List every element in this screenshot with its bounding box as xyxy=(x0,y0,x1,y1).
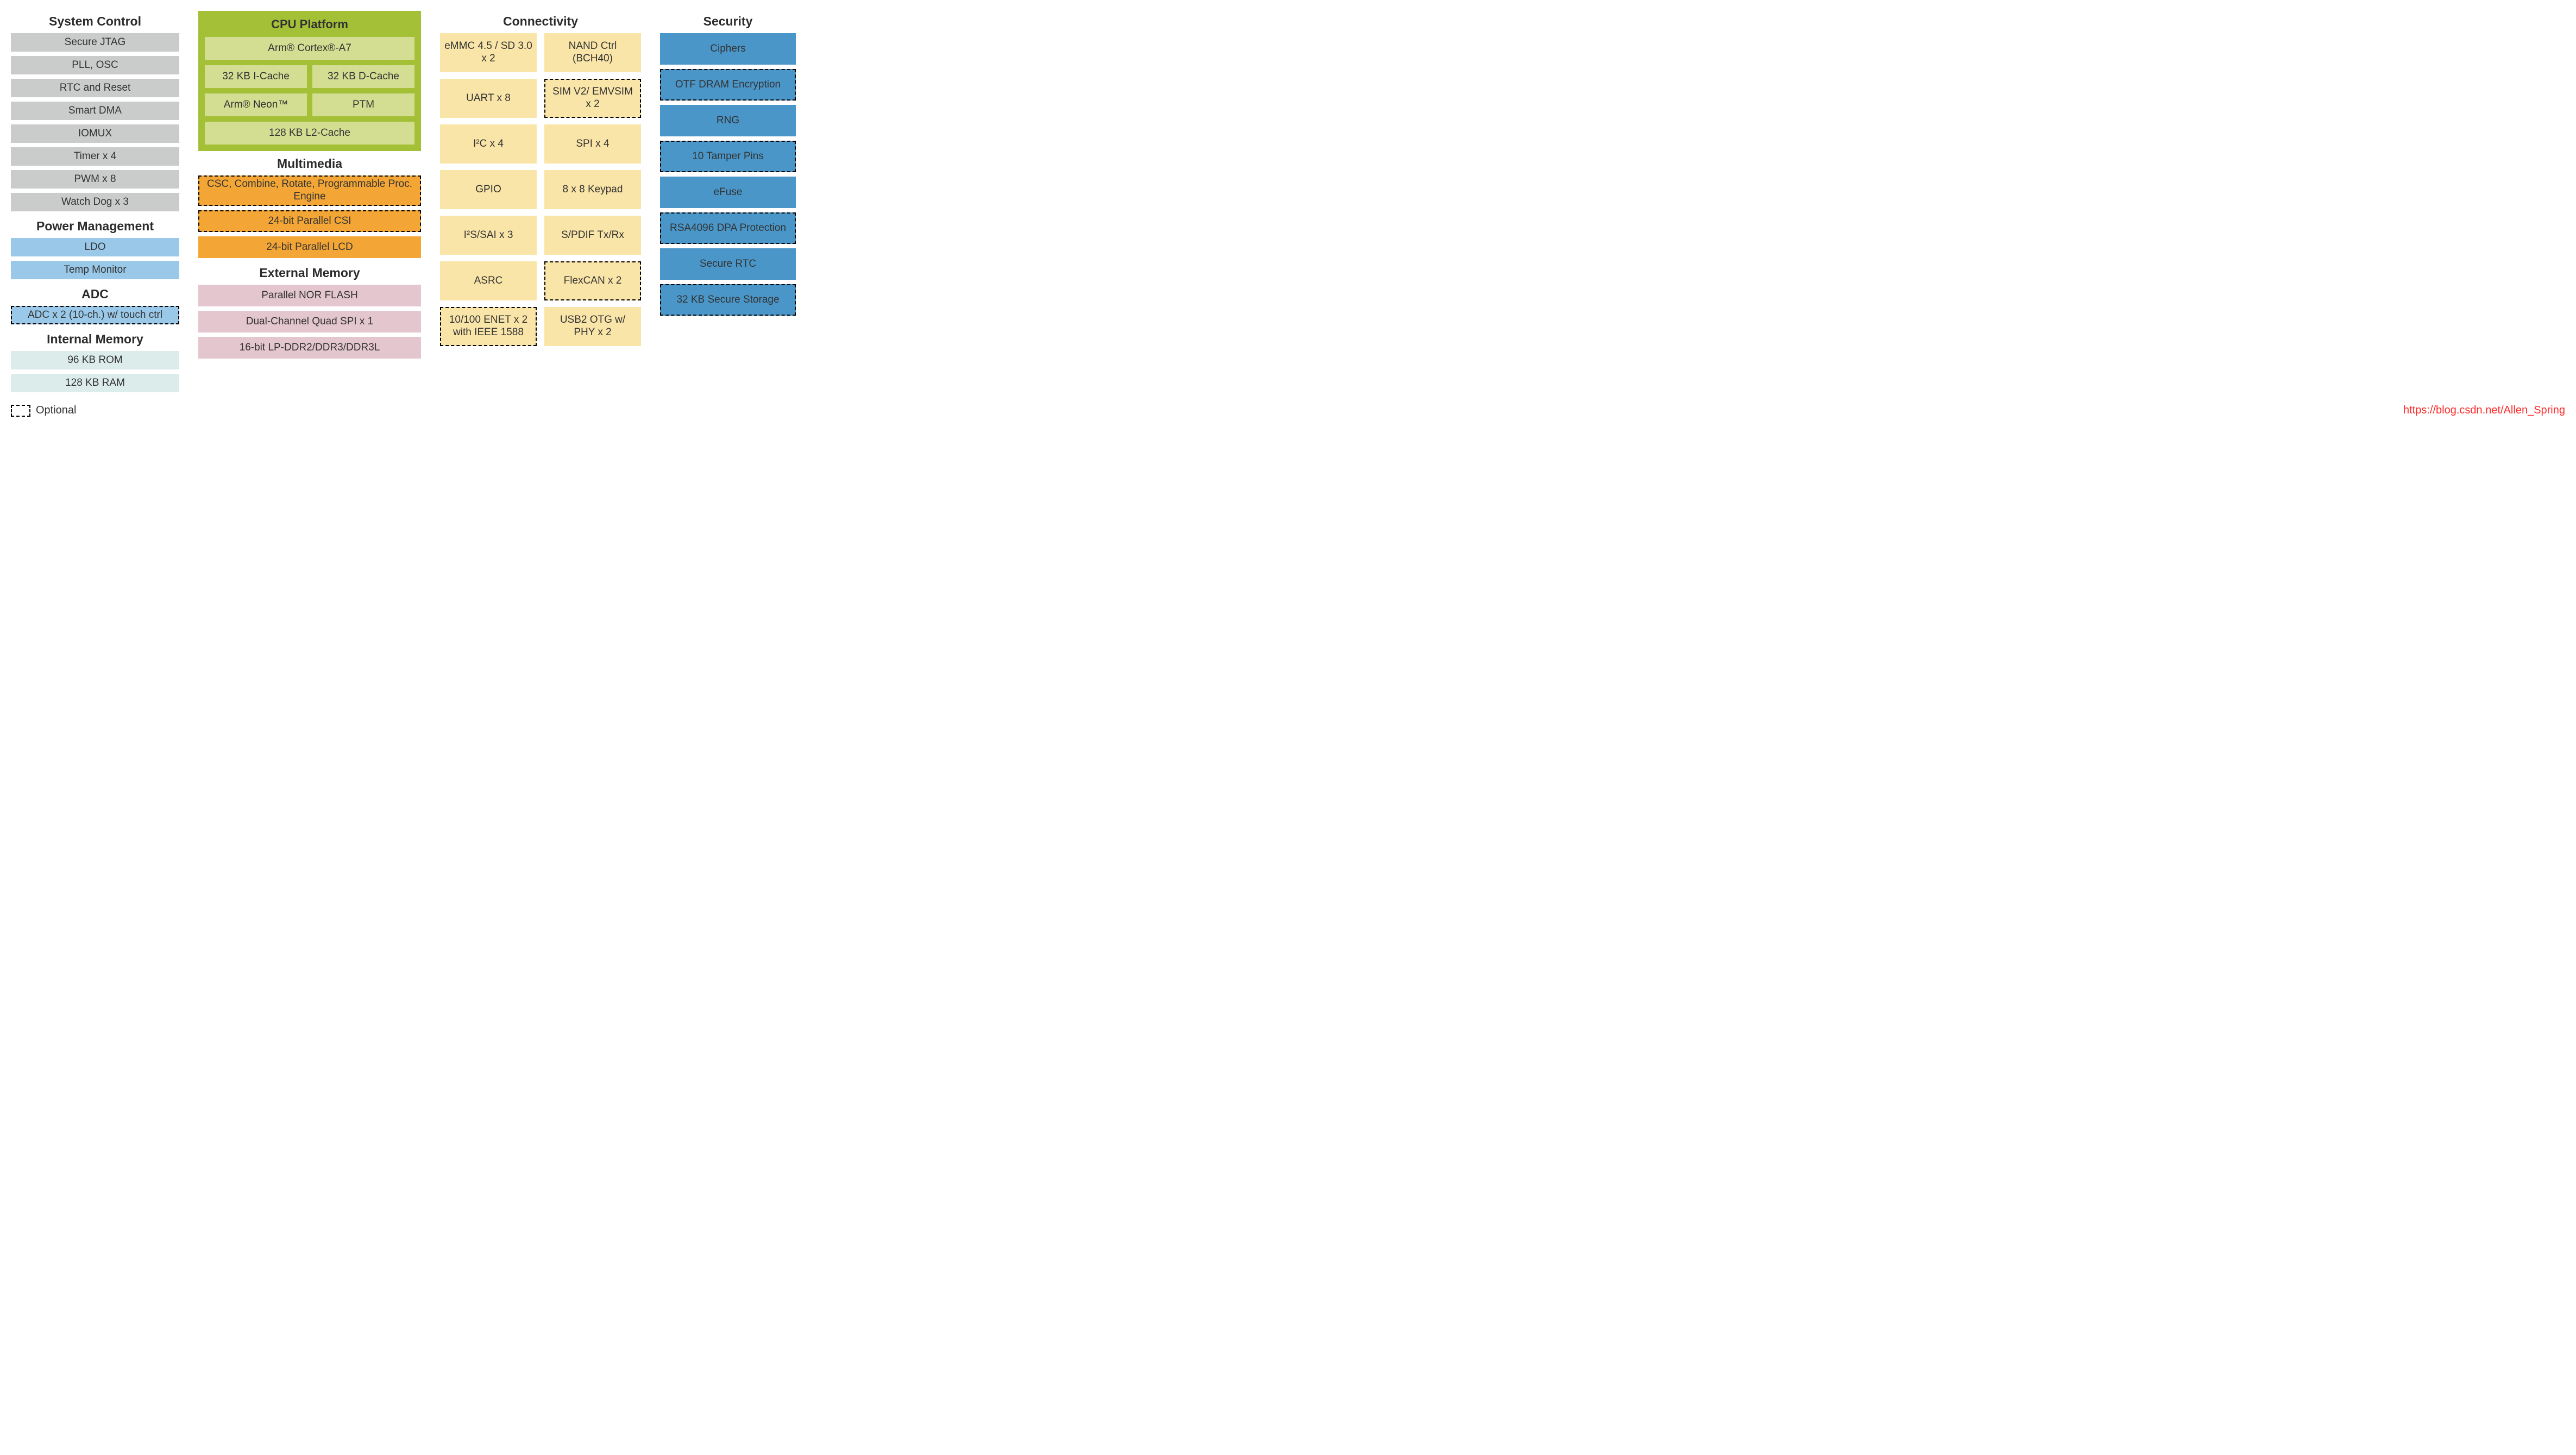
col-left: System Control Secure JTAG PLL, OSC RTC … xyxy=(11,11,179,397)
cpu-cache-row: 32 KB I-Cache 32 KB D-Cache xyxy=(205,65,414,88)
sec-tamper: 10 Tamper Pins xyxy=(660,141,796,172)
col-security: Security Ciphers OTF DRAM Encryption RNG… xyxy=(660,11,796,320)
conn-uart: UART x 8 xyxy=(440,79,537,118)
pm-ldo: LDO xyxy=(11,238,179,256)
sys-pwm: PWM x 8 xyxy=(11,170,179,189)
dashed-legend-icon xyxy=(11,405,30,417)
cpu-platform-title: CPU Platform xyxy=(205,17,414,32)
sys-rtc-reset: RTC and Reset xyxy=(11,79,179,97)
cpu-l2cache: 128 KB L2-Cache xyxy=(205,122,414,145)
sec-rng: RNG xyxy=(660,105,796,136)
conn-spdif: S/PDIF Tx/Rx xyxy=(544,216,641,255)
cpu-icache: 32 KB I-Cache xyxy=(205,65,307,88)
connectivity-title: Connectivity xyxy=(440,14,641,29)
conn-spi: SPI x 4 xyxy=(544,124,641,164)
sec-efuse: eFuse xyxy=(660,177,796,208)
optional-legend-label: Optional xyxy=(36,404,77,417)
cpu-neon: Arm® Neon™ xyxy=(205,93,307,116)
system-control-title: System Control xyxy=(11,14,179,29)
sec-srtc: Secure RTC xyxy=(660,248,796,280)
conn-flexcan: FlexCAN x 2 xyxy=(544,261,641,300)
col-center: CPU Platform Arm® Cortex®-A7 32 KB I-Cac… xyxy=(198,11,421,363)
sec-storage: 32 KB Secure Storage xyxy=(660,284,796,316)
sec-ciphers: Ciphers xyxy=(660,33,796,65)
emem-qspi: Dual-Channel Quad SPI x 1 xyxy=(198,311,421,333)
conn-enet: 10/100 ENET x 2 with IEEE 1588 xyxy=(440,307,537,346)
conn-asrc: ASRC xyxy=(440,261,537,300)
optional-legend: Optional xyxy=(11,404,77,417)
sec-rsa: RSA4096 DPA Protection xyxy=(660,212,796,244)
power-mgmt-title: Power Management xyxy=(11,219,179,234)
conn-keypad: 8 x 8 Keypad xyxy=(544,170,641,209)
emem-nor: Parallel NOR FLASH xyxy=(198,285,421,306)
sys-pll-osc: PLL, OSC xyxy=(11,56,179,74)
conn-i2c: I²C x 4 xyxy=(440,124,537,164)
footer: Optional https://blog.csdn.net/Allen_Spr… xyxy=(11,404,2565,417)
external-memory-title: External Memory xyxy=(198,266,421,280)
conn-emmc: eMMC 4.5 / SD 3.0 x 2 xyxy=(440,33,537,72)
cpu-core: Arm® Cortex®-A7 xyxy=(205,37,414,60)
connectivity-grid: eMMC 4.5 / SD 3.0 x 2 NAND Ctrl (BCH40) … xyxy=(440,33,641,346)
conn-usb: USB2 OTG w/ PHY x 2 xyxy=(544,307,641,346)
imem-ram: 128 KB RAM xyxy=(11,374,179,392)
mm-lcd: 24-bit Parallel LCD xyxy=(198,236,421,258)
sys-secure-jtag: Secure JTAG xyxy=(11,33,179,52)
pm-temp-monitor: Temp Monitor xyxy=(11,261,179,279)
adc-block: ADC x 2 (10-ch.) w/ touch ctrl xyxy=(11,306,179,324)
mm-csc: CSC, Combine, Rotate, Programmable Proc.… xyxy=(198,175,421,206)
sys-timer: Timer x 4 xyxy=(11,147,179,166)
conn-gpio: GPIO xyxy=(440,170,537,209)
soc-block-diagram: System Control Secure JTAG PLL, OSC RTC … xyxy=(11,11,2565,397)
emem-ddr: 16-bit LP-DDR2/DDR3/DDR3L xyxy=(198,337,421,359)
cpu-platform-box: CPU Platform Arm® Cortex®-A7 32 KB I-Cac… xyxy=(198,11,421,151)
conn-nand: NAND Ctrl (BCH40) xyxy=(544,33,641,72)
mm-csi: 24-bit Parallel CSI xyxy=(198,210,421,232)
sys-smart-dma: Smart DMA xyxy=(11,102,179,120)
imem-rom: 96 KB ROM xyxy=(11,351,179,369)
cpu-ptm: PTM xyxy=(312,93,414,116)
adc-title: ADC xyxy=(11,287,179,302)
internal-memory-title: Internal Memory xyxy=(11,332,179,347)
conn-sim: SIM V2/ EMVSIM x 2 xyxy=(544,79,641,118)
sys-watchdog: Watch Dog x 3 xyxy=(11,193,179,211)
sys-iomux: IOMUX xyxy=(11,124,179,143)
security-title: Security xyxy=(660,14,796,29)
conn-i2s: I²S/SAI x 3 xyxy=(440,216,537,255)
multimedia-title: Multimedia xyxy=(198,156,421,171)
sec-otf-dram: OTF DRAM Encryption xyxy=(660,69,796,101)
cpu-dcache: 32 KB D-Cache xyxy=(312,65,414,88)
col-connectivity: Connectivity eMMC 4.5 / SD 3.0 x 2 NAND … xyxy=(440,11,641,346)
cpu-feature-row: Arm® Neon™ PTM xyxy=(205,93,414,116)
credit-link: https://blog.csdn.net/Allen_Spring xyxy=(2403,404,2565,417)
